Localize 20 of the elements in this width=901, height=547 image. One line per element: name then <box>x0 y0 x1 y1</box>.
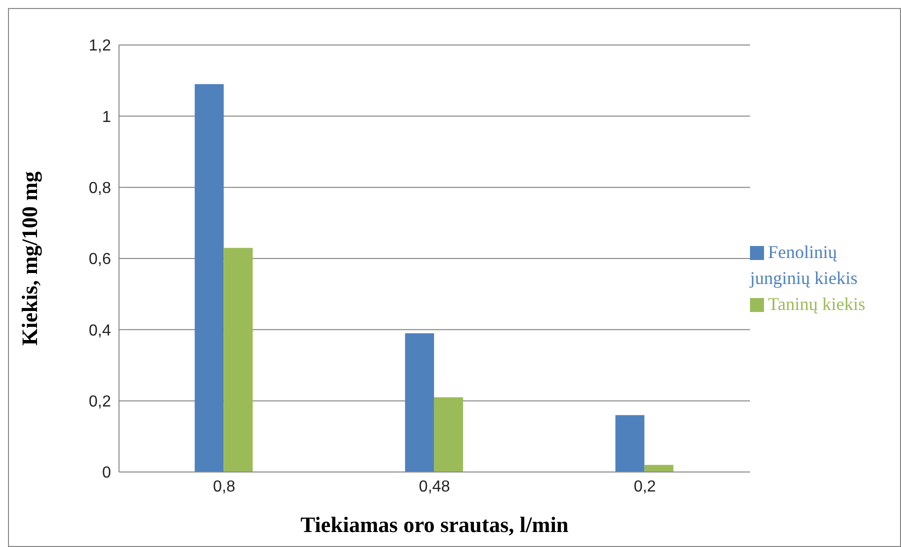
legend-label: Fenolinių junginių kiekis <box>750 242 858 288</box>
y-tick-label: 1,2 <box>88 38 112 55</box>
x-axis-title: Tiekiamas oro srautas, l/min <box>300 512 569 537</box>
bar <box>194 84 224 472</box>
bar <box>405 333 434 472</box>
y-tick-label: 0,4 <box>88 322 112 340</box>
y-tick-label: 0,8 <box>88 180 112 198</box>
bar <box>644 464 674 472</box>
bar <box>434 397 464 472</box>
bar <box>615 415 644 472</box>
bar <box>224 248 253 472</box>
x-tick-label: 0,48 <box>418 478 450 496</box>
y-tick-label: 0,6 <box>88 251 112 268</box>
y-tick-label: 0 <box>102 464 112 482</box>
x-tick-label: 0,2 <box>634 478 656 496</box>
y-tick-label: 1 <box>102 108 112 126</box>
legend-label: Taninų kiekis <box>768 294 866 314</box>
y-tick-label: 0,2 <box>88 394 112 411</box>
x-tick-label: 0,8 <box>213 478 236 496</box>
y-axis-title: Kiekis, mg/100 mg <box>16 171 42 346</box>
